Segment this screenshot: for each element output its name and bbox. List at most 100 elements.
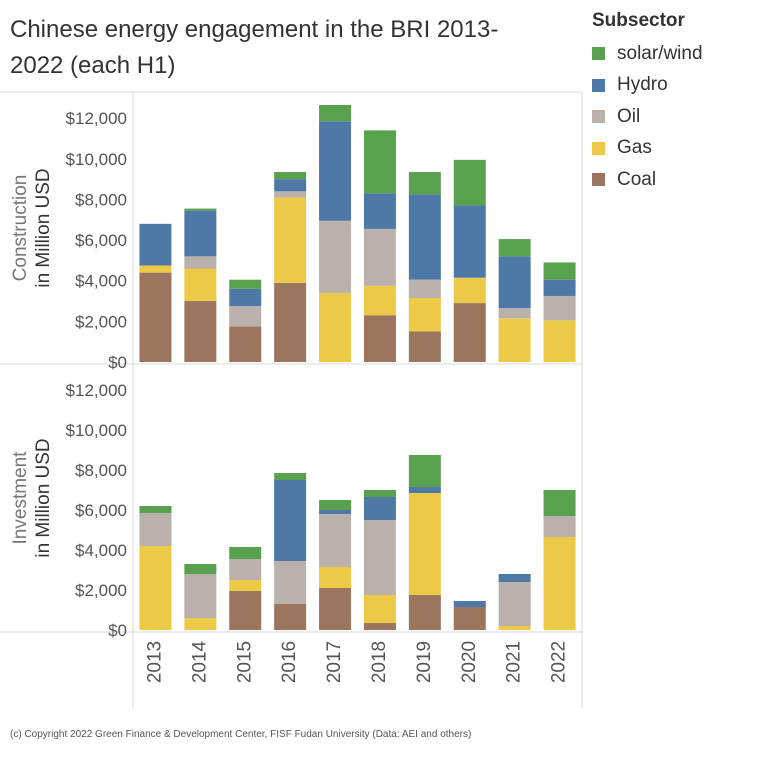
- bar-segment-oil: [229, 306, 262, 327]
- bar-segment-gas: [543, 320, 576, 362]
- bar-segment-coal: [139, 272, 172, 362]
- bar-segment-oil: [408, 279, 441, 298]
- bar-segment-solar-wind: [498, 239, 531, 257]
- bar-segment-oil: [319, 220, 352, 293]
- legend-label: Oil: [617, 105, 641, 127]
- bar-segment-hydro: [408, 487, 441, 493]
- bar-segment-solar-wind: [319, 104, 352, 122]
- bar-segment-hydro: [363, 193, 396, 229]
- chart-title-line-2: 2022 (each H1): [10, 52, 176, 79]
- chart-title-line-1: Chinese energy engagement in the BRI 201…: [10, 16, 499, 43]
- x-tick-label: 2018: [369, 641, 390, 683]
- legend-item-gas[interactable]: Gas: [592, 133, 703, 165]
- bar-segment-gas: [184, 618, 217, 630]
- bar-segment-hydro: [408, 194, 441, 280]
- bar-segment-solar-wind: [274, 473, 307, 480]
- bar-segment-coal: [184, 301, 217, 362]
- bar-segment-solar-wind: [543, 262, 576, 280]
- x-tick-label: 2020: [459, 641, 480, 683]
- y-tick-label: $12,000: [66, 381, 127, 400]
- bar-segment-gas: [319, 292, 352, 362]
- legend-title: Subsector: [592, 10, 685, 31]
- bar-segment-coal: [229, 326, 262, 362]
- bar-segment-hydro: [453, 205, 486, 278]
- bar-segment-oil: [498, 582, 531, 626]
- y-tick-label: $6,000: [75, 501, 127, 520]
- y-axis-title: Investment: [10, 451, 31, 545]
- x-tick-label: 2016: [279, 641, 300, 683]
- bar-segment-hydro: [363, 497, 396, 520]
- legend-swatch: [592, 47, 605, 61]
- bar-segment-solar-wind: [543, 490, 576, 516]
- bar-segment-hydro: [184, 210, 217, 257]
- bar-segment-solar-wind: [453, 159, 486, 206]
- bar-segment-solar-wind: [229, 279, 262, 289]
- bar-segment-gas: [184, 268, 217, 302]
- copyright-note: (c) Copyright 2022 Green Finance & Devel…: [10, 729, 472, 740]
- y-tick-label: $0: [108, 353, 127, 372]
- bar-segment-solar-wind: [319, 500, 352, 510]
- bar-segment-gas: [139, 265, 172, 273]
- bar-segment-hydro: [274, 480, 307, 561]
- y-tick-label: $10,000: [66, 421, 127, 440]
- y-tick-label: $2,000: [75, 312, 127, 331]
- legend-item-hydro[interactable]: Hydro: [592, 70, 703, 102]
- bar-segment-solar-wind: [184, 564, 217, 574]
- bar-segment-hydro: [319, 510, 352, 514]
- bar-segment-oil: [274, 561, 307, 604]
- bar-segment-gas: [543, 537, 576, 630]
- legend-label: Hydro: [617, 74, 668, 96]
- legend: Subsector solar/wind Hydro Oil Gas Coal: [592, 10, 703, 196]
- bar-segment-coal: [408, 331, 441, 362]
- legend-swatch: [592, 173, 605, 187]
- bar-segment-coal: [363, 623, 396, 630]
- x-tick-label: 2015: [234, 641, 255, 683]
- chart-title: Chinese energy engagement in the BRI 201…: [10, 12, 570, 84]
- y-tick-label: $8,000: [75, 461, 127, 480]
- x-tick-label: 2021: [504, 641, 525, 683]
- legend-item-coal[interactable]: Coal: [592, 164, 703, 196]
- bar-segment-gas: [363, 595, 396, 623]
- legend-swatch: [592, 78, 605, 92]
- bar-segment-gas: [319, 567, 352, 588]
- bar-segment-hydro: [453, 601, 486, 607]
- bar-segment-coal: [274, 604, 307, 630]
- bar-segment-oil: [498, 308, 531, 319]
- y-tick-label: $4,000: [75, 541, 127, 560]
- bar-segment-oil: [363, 520, 396, 595]
- bar-segment-coal: [319, 588, 352, 630]
- bar-segment-solar-wind: [363, 490, 396, 497]
- bar-segment-gas: [229, 580, 262, 591]
- bar-segment-oil: [184, 574, 217, 618]
- x-tick-label: 2022: [549, 641, 570, 683]
- bar-segment-hydro: [274, 179, 307, 192]
- legend-label: Gas: [617, 137, 652, 159]
- legend-item-oil[interactable]: Oil: [592, 101, 703, 133]
- x-tick-label: 2014: [189, 640, 210, 683]
- bar-segment-oil: [229, 559, 262, 580]
- y-tick-label: $8,000: [75, 190, 127, 209]
- bar-segment-oil: [319, 514, 352, 567]
- bar-segment-gas: [498, 318, 531, 362]
- y-axis-title: Construction: [10, 175, 31, 282]
- bar-segment-gas: [363, 285, 396, 316]
- bar-segment-oil: [184, 256, 217, 269]
- x-tick-label: 2019: [414, 641, 435, 683]
- bar-segment-oil: [274, 191, 307, 198]
- bar-segment-solar-wind: [408, 455, 441, 487]
- y-tick-label: $6,000: [75, 231, 127, 250]
- bar-segment-gas: [408, 298, 441, 332]
- bar-segment-solar-wind: [139, 506, 172, 513]
- bar-segment-oil: [543, 295, 576, 321]
- bar-segment-oil: [139, 513, 172, 546]
- bar-segment-coal: [363, 315, 396, 362]
- bar-segment-coal: [229, 591, 262, 630]
- bar-segment-coal: [453, 607, 486, 630]
- legend-item-solar-wind[interactable]: solar/wind: [592, 38, 703, 70]
- legend-label: solar/wind: [617, 42, 703, 64]
- bar-segment-gas: [453, 277, 486, 304]
- y-axis-subtitle: in Million USD: [33, 168, 54, 287]
- x-tick-label: 2013: [144, 641, 165, 683]
- y-axis-subtitle: in Million USD: [33, 438, 54, 557]
